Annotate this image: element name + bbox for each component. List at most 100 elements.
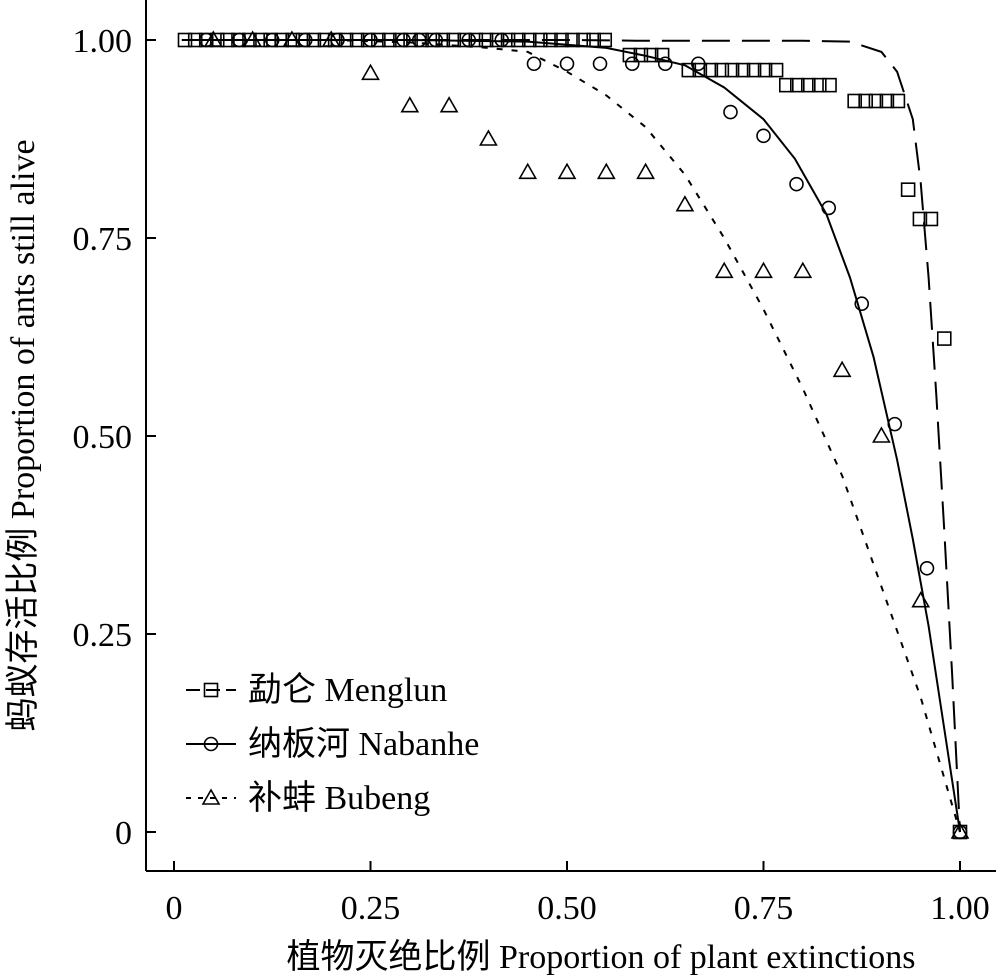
axes: 0 0.25 0.50 0.75 1.00 0 0.25 0.50 0.75 1.00: [73, 0, 996, 927]
point-triangle: [282, 30, 302, 47]
point-circle: [887, 416, 903, 432]
point-square: [912, 211, 928, 227]
point-square: [177, 32, 193, 48]
point-square: [478, 32, 494, 48]
point-triangle: [950, 822, 970, 839]
x-axis-title: 植物灭绝比例 Proportion of plant extinctions: [287, 938, 916, 976]
point-circle: [657, 56, 673, 72]
y-tick-label: 0.50: [73, 419, 133, 456]
point-square: [187, 32, 203, 48]
point-square: [457, 32, 473, 48]
point-square: [622, 47, 638, 63]
point-square: [735, 62, 751, 78]
point-circle: [919, 560, 935, 576]
fitted-curves: [181, 39, 961, 833]
y-tick-label: 0: [115, 815, 132, 852]
legend-marker-triangle: [201, 788, 221, 805]
point-square: [371, 32, 386, 48]
data-markers: [177, 30, 970, 840]
legend-marker-square: [203, 682, 219, 698]
point-circle: [396, 32, 411, 48]
point-square: [554, 32, 569, 48]
point-circle: [854, 296, 870, 312]
point-square: [633, 47, 649, 63]
y-axis-title: 蚂蚁存活比例 Proportion of ants still alive: [4, 139, 42, 731]
point-square: [403, 32, 418, 48]
point-square: [778, 77, 794, 93]
curve-square: [181, 39, 961, 833]
point-triangle: [714, 261, 734, 279]
point-triangle: [911, 591, 931, 608]
point-square: [768, 62, 784, 78]
point-square: [576, 32, 591, 48]
point-triangle: [754, 261, 773, 279]
point-triangle: [321, 30, 341, 47]
point-triangle: [675, 195, 695, 212]
point-square: [847, 93, 862, 109]
point-square: [382, 32, 397, 48]
point-circle: [264, 32, 280, 48]
point-triangle: [596, 162, 616, 180]
point-circle: [297, 32, 313, 48]
point-triangle: [243, 30, 262, 47]
x-tick-label: 0.25: [341, 890, 401, 927]
point-square: [724, 62, 740, 78]
point-square: [468, 32, 484, 48]
point-square: [586, 32, 602, 48]
point-circle: [723, 104, 738, 120]
point-square: [746, 62, 762, 78]
point-square: [597, 32, 613, 48]
point-circle: [559, 56, 575, 72]
point-circle: [789, 176, 804, 192]
point-triangle: [793, 261, 813, 279]
point-square: [890, 93, 906, 109]
legend: 勐仑 Menglun 纳板河 Nabanhe 补蚌 Bubeng: [186, 671, 479, 817]
point-square: [500, 32, 516, 48]
legend-label: 补蚌 Bubeng: [248, 779, 430, 817]
point-circle: [411, 32, 427, 48]
x-tick-label: 0.50: [537, 890, 597, 927]
legend-marker-circle: [203, 736, 219, 752]
point-triangle: [872, 426, 891, 443]
point-circle: [821, 200, 837, 216]
point-triangle: [439, 96, 459, 113]
legend-label: 勐仑 Menglun: [248, 671, 447, 709]
point-square: [692, 62, 708, 78]
point-circle: [592, 56, 608, 72]
point-circle: [624, 56, 640, 72]
curve-triangle: [181, 39, 961, 833]
point-square: [654, 47, 670, 63]
point-triangle: [479, 129, 498, 146]
point-circle: [494, 32, 510, 48]
point-square: [714, 62, 730, 78]
point-triangle: [832, 360, 852, 378]
point-square: [306, 32, 322, 48]
x-tick-label: 0: [166, 890, 183, 927]
point-square: [858, 93, 873, 109]
point-triangle: [518, 162, 538, 180]
point-square: [532, 32, 548, 48]
y-tick-label: 1.00: [73, 23, 133, 60]
point-square: [220, 32, 235, 48]
point-square: [521, 32, 537, 48]
point-circle: [363, 32, 378, 48]
point-triangle: [361, 63, 380, 81]
point-triangle: [400, 96, 420, 113]
point-circle: [461, 32, 477, 48]
point-square: [822, 77, 837, 93]
point-circle: [231, 32, 247, 48]
point-circle: [690, 56, 706, 72]
x-tick-label: 1.00: [930, 890, 990, 927]
point-triangle: [636, 162, 655, 180]
point-square: [757, 62, 773, 78]
point-square: [900, 182, 916, 197]
point-square: [489, 32, 505, 48]
point-square: [801, 77, 816, 93]
point-square: [703, 62, 719, 78]
point-square: [923, 211, 939, 227]
point-circle: [756, 128, 771, 144]
point-triangle: [203, 30, 223, 47]
point-square: [543, 32, 558, 48]
y-tick-label: 0.75: [73, 221, 133, 258]
point-square: [812, 77, 827, 93]
